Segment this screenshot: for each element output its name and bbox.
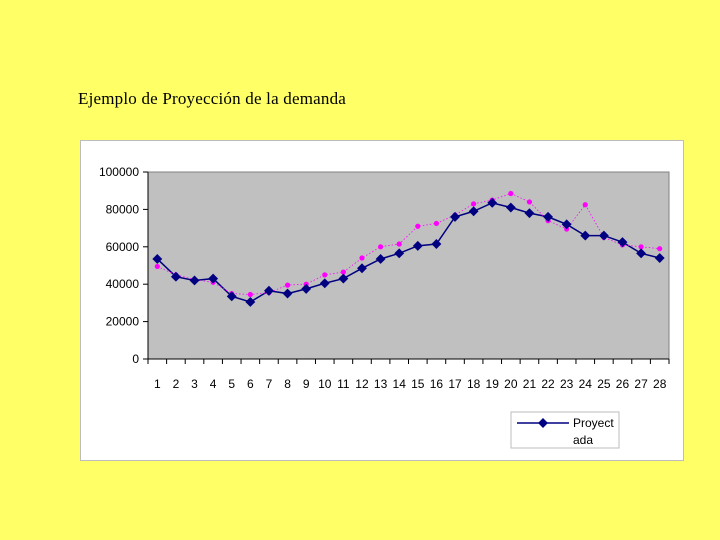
- point-proyectada: [505, 202, 516, 213]
- y-axis: 100000 80000 60000 40000 20000 0: [99, 165, 149, 366]
- point-proyectada: [319, 278, 330, 289]
- point-proyectada: [245, 297, 256, 307]
- chart-frame: 100000 80000 60000 40000 20000 0 1 2 3 4 5 6 7 8 9 10 1…: [80, 140, 684, 461]
- x-tick-label: 4: [210, 377, 217, 391]
- x-tick-label: 3: [191, 377, 198, 391]
- x-tick-label: 24: [579, 377, 593, 391]
- point-proyectada: [208, 273, 219, 284]
- x-tick-label: 11: [337, 377, 350, 391]
- point-dotted-series: [377, 244, 384, 250]
- point-proyectada: [561, 219, 572, 230]
- point-dotted-series: [508, 190, 514, 197]
- x-tick-label: 18: [467, 377, 481, 391]
- point-proyectada: [617, 237, 628, 248]
- point-dotted-series: [415, 223, 421, 229]
- x-tick-label: 27: [634, 377, 648, 391]
- legend-box: [510, 411, 620, 449]
- x-tick-label: 20: [504, 377, 518, 391]
- x-tick-label: 26: [616, 377, 630, 391]
- y-tick-label: 60000: [106, 240, 140, 254]
- legend-label-line2: ada: [573, 433, 593, 447]
- x-tick-label: 10: [318, 377, 332, 391]
- x-tick-label: 14: [393, 377, 407, 391]
- point-dotted-series: [582, 202, 588, 208]
- point-dotted-series: [340, 269, 346, 275]
- point-dotted-series: [154, 263, 160, 270]
- x-axis: 1 2 3 4 5 6 7 8 9 10 11 12 13 14 15 16 17 18 19 20 21 22 23 24 2…: [147, 358, 670, 391]
- y-tick-label: 20000: [106, 315, 140, 329]
- point-dotted-series: [638, 244, 644, 250]
- x-tick-label: 7: [266, 377, 273, 391]
- slide-title: Ejemplo de Proyección de la demanda: [78, 89, 347, 108]
- point-dotted-series: [284, 282, 291, 288]
- point-dotted-series: [657, 246, 663, 252]
- x-tick-label: 17: [448, 377, 462, 391]
- point-proyectada: [152, 254, 163, 264]
- point-proyectada: [598, 230, 609, 241]
- x-tick-label: 28: [653, 377, 667, 391]
- point-proyectada: [580, 230, 591, 241]
- point-dotted-series: [471, 201, 477, 207]
- legend: Proyect ada: [510, 411, 620, 449]
- x-tick-label: 21: [523, 377, 537, 391]
- x-tick-label: 23: [560, 377, 574, 391]
- series-line-proyectada: [156, 202, 660, 303]
- point-dotted-series: [396, 241, 402, 247]
- point-dotted-series: [526, 199, 533, 205]
- y-tick-label: 40000: [106, 277, 140, 291]
- x-tick-label: 19: [486, 377, 500, 391]
- point-proyectada: [263, 285, 274, 296]
- point-proyectada: [654, 253, 665, 263]
- y-tick-label: 0: [132, 352, 139, 366]
- point-dotted-series: [247, 291, 253, 298]
- x-tick-label: 15: [411, 377, 425, 391]
- x-tick-label: 16: [430, 377, 444, 391]
- point-dotted-series: [433, 220, 440, 227]
- point-proyectada: [189, 275, 200, 286]
- point-dotted-series: [359, 255, 365, 261]
- x-tick-label: 12: [355, 377, 369, 391]
- x-tick-label: 5: [228, 377, 235, 391]
- point-dotted-series: [322, 272, 328, 278]
- point-proyectada: [636, 248, 647, 259]
- point-proyectada: [524, 208, 535, 219]
- x-tick-label: 25: [597, 377, 611, 391]
- plot-area: [147, 171, 670, 360]
- x-tick-label: 1: [154, 377, 161, 391]
- x-tick-label: 13: [374, 377, 388, 391]
- x-tick-label: 22: [541, 377, 555, 391]
- y-tick-label: 100000: [99, 165, 139, 179]
- x-tick-label: 6: [247, 377, 254, 391]
- series-layer: [152, 190, 665, 307]
- legend-label-line1: Proyect: [573, 416, 614, 430]
- point-proyectada: [226, 291, 237, 302]
- x-tick-label: 2: [173, 377, 180, 391]
- x-tick-label: 9: [303, 377, 310, 391]
- legend-marker-sample: [538, 418, 548, 428]
- point-proyectada: [301, 283, 312, 294]
- point-proyectada: [394, 248, 405, 259]
- point-proyectada: [375, 254, 386, 264]
- point-proyectada: [282, 288, 293, 299]
- y-tick-label: 80000: [106, 202, 140, 216]
- x-tick-label: 8: [284, 377, 291, 391]
